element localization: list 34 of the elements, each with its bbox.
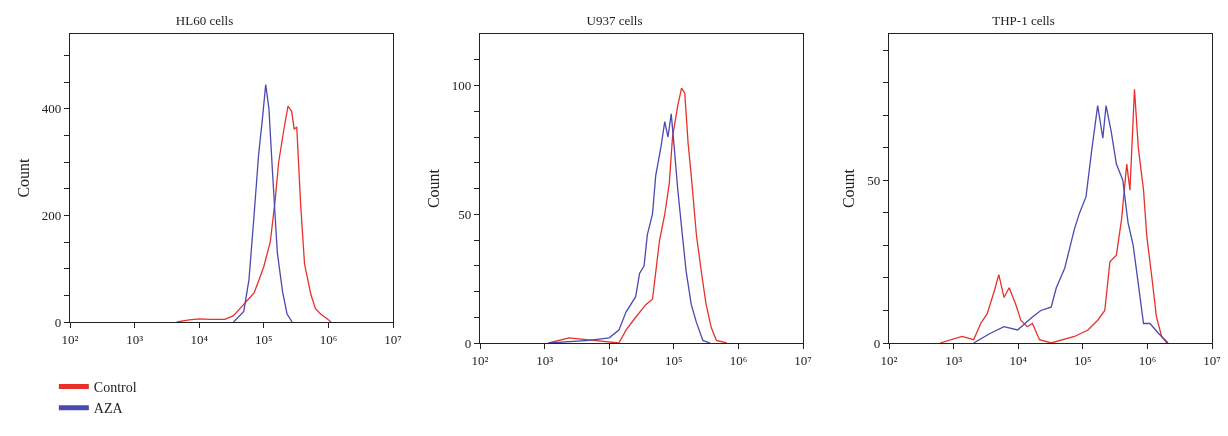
y-tick-label: 0 bbox=[54, 314, 62, 330]
chart-title: U937 cells bbox=[586, 12, 642, 28]
x-tick-label: 10⁵ bbox=[255, 331, 273, 347]
x-tick-label: 10⁶ bbox=[319, 331, 338, 347]
y-axis-title: Count bbox=[424, 168, 442, 209]
y-tick-label: 0 bbox=[464, 335, 471, 351]
x-tick-label: 10⁵ bbox=[1074, 352, 1092, 368]
x-tick-label: 10⁴ bbox=[190, 331, 209, 347]
x-tick-label: 10² bbox=[61, 331, 79, 347]
legend-label: AZA bbox=[93, 401, 124, 417]
x-tick-label: 10³ bbox=[126, 331, 144, 347]
chart-title: THP-1 cells bbox=[992, 12, 1055, 28]
y-axis-title: Count bbox=[14, 157, 32, 198]
y-tick-label: 0 bbox=[873, 335, 881, 351]
x-tick-label: 10⁶ bbox=[1138, 352, 1157, 368]
y-tick-label: 50 bbox=[867, 172, 881, 188]
y-axis-title: Count bbox=[840, 168, 858, 209]
y-tick-label: 200 bbox=[41, 207, 62, 223]
x-tick-label: 10⁴ bbox=[599, 352, 618, 368]
x-tick-label: 10⁵ bbox=[664, 352, 683, 368]
legend-label: Control bbox=[93, 380, 137, 396]
x-tick-label: 10⁷ bbox=[384, 331, 402, 347]
x-tick-label: 10⁶ bbox=[729, 352, 747, 368]
x-tick-label: 10² bbox=[471, 352, 489, 368]
y-tick-label: 100 bbox=[451, 78, 471, 94]
x-tick-label: 10⁴ bbox=[1009, 352, 1028, 368]
y-tick-label: 50 bbox=[457, 206, 471, 222]
x-tick-label: 10⁷ bbox=[793, 352, 812, 368]
chart-title: HL60 cells bbox=[175, 12, 234, 28]
x-tick-label: 10² bbox=[880, 352, 898, 368]
y-tick-label: 400 bbox=[41, 101, 62, 117]
x-tick-label: 10⁷ bbox=[1203, 352, 1221, 368]
x-tick-label: 10³ bbox=[945, 352, 963, 368]
x-tick-label: 10³ bbox=[535, 352, 553, 368]
